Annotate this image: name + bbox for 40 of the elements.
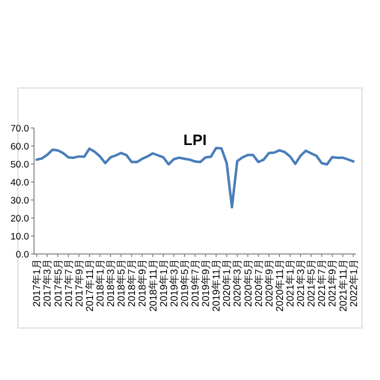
xtick-label: 2021年9月 bbox=[328, 259, 339, 307]
xtick-label: 2017年7月 bbox=[64, 259, 75, 307]
xtick-label: 2018年5月 bbox=[116, 259, 128, 307]
xtick-label: 2020年7月 bbox=[254, 259, 265, 307]
xtick-label: 2021年5月 bbox=[306, 259, 318, 307]
xtick-label: 2018年11月 bbox=[148, 259, 160, 312]
xtick-label: 2021年3月 bbox=[296, 259, 308, 307]
xtick-label: 2017年5月 bbox=[53, 259, 64, 307]
xtick-label: 2019年9月 bbox=[201, 259, 212, 307]
xtick-label: 2019年7月 bbox=[190, 259, 202, 307]
xtick-label: 2021年7月 bbox=[317, 259, 328, 307]
xtick-label: 2018年1月 bbox=[95, 259, 106, 307]
xtick-label: 2021年11月 bbox=[338, 259, 350, 312]
ytick-label: 20.0 bbox=[10, 214, 29, 224]
xtick-label: 2020年9月 bbox=[264, 259, 276, 307]
xtick-label: 2017年11月 bbox=[84, 259, 96, 312]
ytick-label: 40.0 bbox=[10, 178, 29, 188]
xtick-label: 2019年5月 bbox=[180, 259, 191, 307]
xtick-label: 2020年3月 bbox=[232, 259, 244, 307]
ytick-label: 50.0 bbox=[10, 160, 29, 170]
xtick-label: 2020年1月 bbox=[222, 259, 234, 307]
xtick-label: 2019年3月 bbox=[169, 259, 180, 307]
xtick-label: 2018年9月 bbox=[138, 259, 149, 307]
ytick-label: 0.0 bbox=[16, 250, 29, 260]
ytick-label: 60.0 bbox=[10, 142, 29, 152]
xtick-label: 2019年1月 bbox=[158, 259, 170, 307]
xtick-label: 2020年11月 bbox=[274, 259, 286, 312]
xtick-label: 2020年5月 bbox=[243, 259, 254, 307]
xtick-label: 2017年1月 bbox=[32, 259, 44, 307]
title: LPI bbox=[183, 132, 207, 149]
xtick-label: 2022年1月 bbox=[348, 259, 360, 307]
ytick-label: 70.0 bbox=[10, 124, 29, 134]
ytick-label: 10.0 bbox=[10, 232, 29, 242]
ytick-label: 30.0 bbox=[10, 196, 29, 206]
xtick-label: 2017年3月 bbox=[42, 259, 54, 307]
xtick-label: 2019年11月 bbox=[212, 259, 223, 312]
xtick-label: 2018年3月 bbox=[106, 259, 118, 307]
xtick-label: 2021年1月 bbox=[286, 259, 297, 307]
xtick-label: 2018年7月 bbox=[127, 259, 138, 307]
xtick-label: 2017年9月 bbox=[74, 259, 86, 307]
